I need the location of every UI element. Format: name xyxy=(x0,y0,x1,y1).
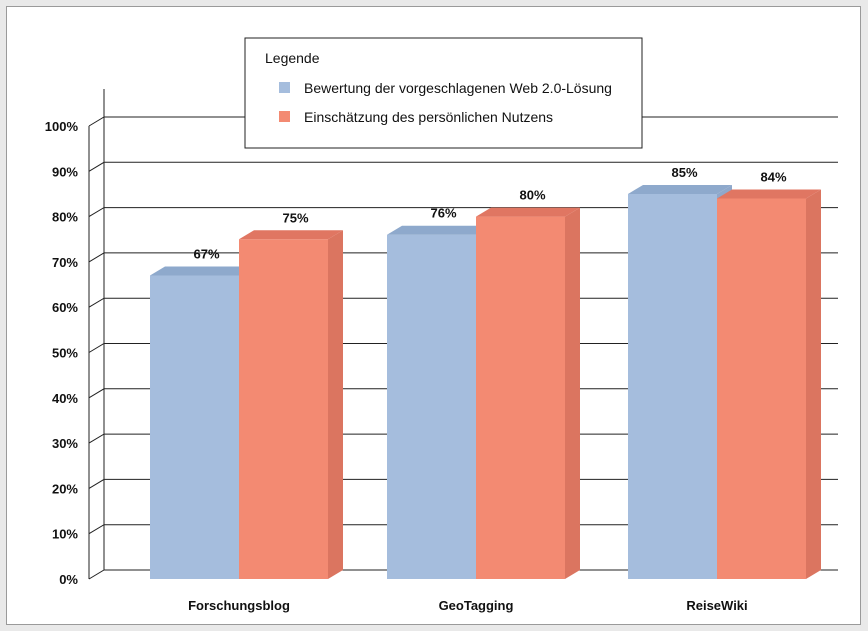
bar xyxy=(476,216,565,579)
data-label: 84% xyxy=(760,169,786,184)
data-label: 85% xyxy=(671,165,697,180)
data-label: 80% xyxy=(519,188,545,203)
bar xyxy=(387,234,476,579)
bar-top xyxy=(387,225,491,235)
bar-top xyxy=(239,230,343,240)
bar-side xyxy=(806,189,821,580)
bar-top xyxy=(476,207,580,217)
gridline xyxy=(88,569,838,580)
bar xyxy=(717,198,806,580)
y-tick-label: 20% xyxy=(52,481,78,496)
legend-entry: Bewertung der vorgeschlagenen Web 2.0-Lö… xyxy=(304,80,612,96)
y-tick-label: 100% xyxy=(45,119,79,134)
bar-side xyxy=(328,230,343,579)
data-label: 76% xyxy=(430,206,456,221)
gridline xyxy=(88,207,838,218)
gridline xyxy=(88,478,838,489)
legend-title: Legende xyxy=(265,50,320,66)
x-category-label: ReiseWiki xyxy=(686,598,747,613)
bar-top xyxy=(717,189,821,199)
gridline xyxy=(88,297,838,308)
y-tick-label: 40% xyxy=(52,391,78,406)
y-tick-label: 30% xyxy=(52,436,78,451)
gridline xyxy=(88,252,838,263)
data-label: 75% xyxy=(282,210,308,225)
y-tick-label: 70% xyxy=(52,255,78,270)
gridline xyxy=(88,524,838,535)
y-tick-label: 60% xyxy=(52,300,78,315)
legend-swatch xyxy=(279,111,290,122)
legend-box xyxy=(244,37,643,149)
y-tick-label: 0% xyxy=(59,572,78,587)
legend-entry: Einschätzung des persönlichen Nutzens xyxy=(304,109,553,125)
gridline xyxy=(88,388,838,399)
y-tick-label: 50% xyxy=(52,346,78,361)
data-label: 67% xyxy=(193,246,219,261)
x-category-label: Forschungsblog xyxy=(188,598,290,613)
gridline xyxy=(88,433,838,444)
x-category-label: GeoTagging xyxy=(439,598,514,613)
legend-swatch xyxy=(279,82,290,93)
bar-side xyxy=(565,207,580,579)
bar xyxy=(239,239,328,579)
bar xyxy=(150,275,239,579)
y-tick-label: 80% xyxy=(52,210,78,225)
bar-top xyxy=(628,184,732,194)
bar xyxy=(628,193,717,579)
y-tick-label: 10% xyxy=(52,527,78,542)
bar-top xyxy=(150,266,254,276)
gridline xyxy=(88,161,838,172)
gridline xyxy=(88,343,838,353)
y-tick-label: 90% xyxy=(52,164,78,179)
